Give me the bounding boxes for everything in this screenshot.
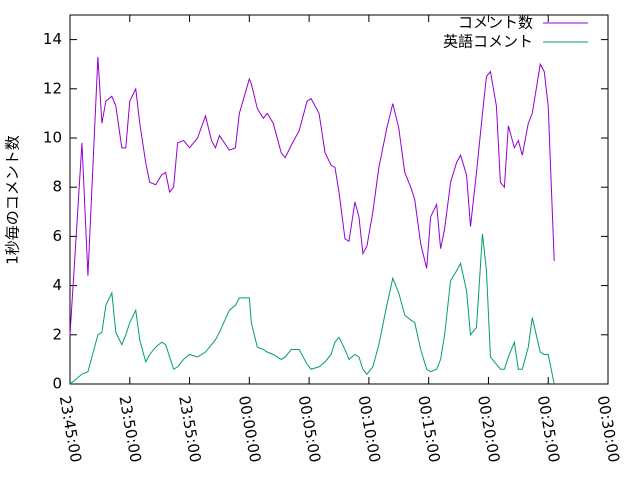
series-line [69,56,555,335]
y-tick-label: 4 [52,276,62,294]
y-tick-label: 8 [52,178,62,196]
legend-label: コメント数 [458,14,533,32]
y-tick-label: 6 [52,227,62,245]
plot-border [69,14,609,385]
y-tick-label: 12 [43,79,62,97]
y-tick-label: 10 [43,129,62,147]
y-tick-label: 0 [52,375,62,393]
y-tick-label: 14 [43,30,62,48]
series-line [69,233,555,385]
legend-label: 英語コメント [443,33,533,51]
y-axis-label: 1秒毎のコメント数 [4,135,22,265]
y-tick-label: 2 [52,325,62,343]
